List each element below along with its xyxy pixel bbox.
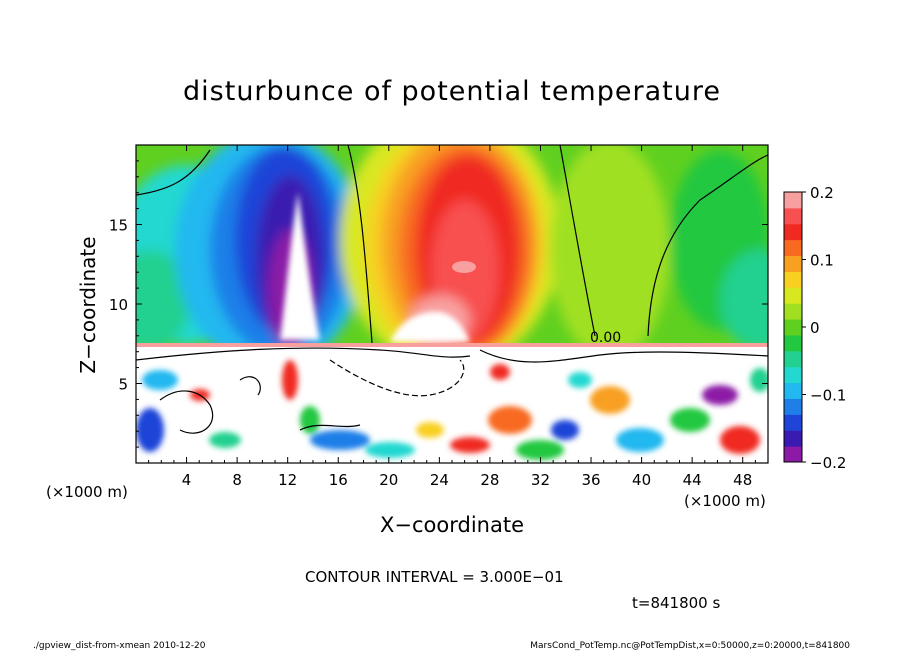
y-tick-label: 15 bbox=[109, 217, 128, 235]
footer-command: ./gpview_dist-from-xmean 2010-12-20 bbox=[33, 641, 206, 651]
contour-interval-text: CONTOUR INTERVAL = 3.000E−01 bbox=[305, 568, 564, 586]
x-tick-label: 32 bbox=[531, 471, 550, 489]
x-tick-label: 24 bbox=[430, 471, 449, 489]
x-tick-label: 4 bbox=[182, 471, 192, 489]
colorbar-swatch bbox=[784, 430, 802, 447]
colorbar-tick-label: 0 bbox=[810, 319, 820, 337]
x-axis-unit-left: (×1000 m) bbox=[46, 483, 128, 501]
x-tick-label: 8 bbox=[232, 471, 242, 489]
heatmap-field bbox=[136, 145, 768, 463]
x-tick-label: 16 bbox=[329, 471, 348, 489]
colorbar-swatch bbox=[784, 414, 802, 431]
colorbar-swatch bbox=[784, 223, 802, 241]
colorbar-swatch bbox=[784, 303, 802, 320]
colorbar-swatch bbox=[784, 271, 802, 288]
x-tick-label: 12 bbox=[278, 471, 297, 489]
y-tick-label: 10 bbox=[109, 296, 128, 314]
colorbar-swatch bbox=[784, 207, 802, 225]
y-tick-label: 5 bbox=[118, 376, 128, 394]
contour-value-label: 0.00 bbox=[590, 330, 621, 346]
x-axis: 4 8 12 16 20 24 28 32 36 40 44 48 bbox=[148, 145, 756, 489]
colorbar-tick-label: −0.2 bbox=[810, 454, 846, 472]
colorbar-swatch bbox=[784, 255, 802, 272]
colorbar-axis: 0.2 0.1 0 −0.1 −0.2 bbox=[802, 184, 846, 472]
colorbar-swatch bbox=[784, 239, 802, 257]
time-label: t=841800 s bbox=[632, 594, 721, 612]
x-tick-label: 20 bbox=[379, 471, 398, 489]
colorbar-swatch bbox=[784, 398, 802, 415]
x-tick-label: 48 bbox=[733, 471, 752, 489]
chart-title: disturbunce of potential temperature bbox=[183, 76, 721, 107]
colorbar-tick-label: 0.2 bbox=[810, 184, 834, 202]
colorbar-swatch bbox=[784, 350, 802, 368]
colorbar-swatch bbox=[784, 446, 802, 463]
footer-source: MarsCond_PotTemp.nc@PotTempDist,x=0:5000… bbox=[530, 641, 850, 651]
x-tick-label: 40 bbox=[632, 471, 651, 489]
colorbar-swatch bbox=[784, 319, 802, 336]
y-axis: 5 10 15 bbox=[109, 160, 768, 448]
contour-lines bbox=[136, 145, 768, 434]
x-tick-label: 36 bbox=[581, 471, 600, 489]
colorbar-swatch bbox=[784, 287, 802, 304]
x-axis-unit-right: (×1000 m) bbox=[684, 492, 766, 510]
colorbar bbox=[783, 191, 803, 463]
colorbar-swatch bbox=[784, 334, 802, 352]
colorbar-swatch bbox=[784, 382, 802, 399]
x-axis-label: X−coordinate bbox=[380, 513, 524, 537]
colorbar-tick-label: 0.1 bbox=[810, 252, 834, 270]
x-tick-label: 44 bbox=[683, 471, 702, 489]
x-tick-label: 28 bbox=[480, 471, 499, 489]
colorbar-swatch bbox=[784, 366, 802, 384]
colorbar-tick-label: −0.1 bbox=[810, 387, 846, 405]
colorbar-swatch bbox=[784, 192, 802, 209]
